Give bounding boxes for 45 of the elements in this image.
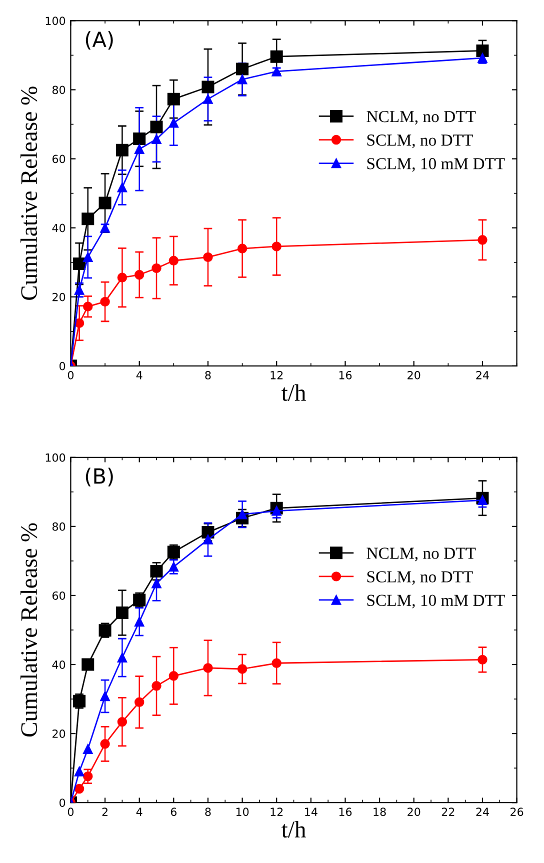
x-tick-label: 26	[510, 808, 524, 816]
x-tick-label: 18	[374, 808, 386, 816]
x-tick-label: 6	[170, 808, 176, 816]
legend-label: SCLM, no DTT	[367, 571, 473, 585]
x-tick-label: 8	[205, 808, 211, 816]
y-tick-label: 40	[52, 660, 66, 669]
x-tick-label: 20	[408, 370, 420, 380]
x-tick-label: 24	[476, 808, 489, 816]
y-tick-label: 0	[60, 798, 66, 807]
legend-label: SCLM, 10 mM DTT	[367, 594, 505, 608]
y-axis-title: Cumulative Release %	[20, 523, 38, 737]
x-tick-label: 4	[136, 808, 142, 816]
x-tick-label: 14	[305, 808, 318, 816]
y-tick-label: 40	[52, 224, 66, 232]
annotation: (A)	[86, 31, 113, 50]
x-tick-label: 12	[270, 808, 283, 816]
x-tick-label: 16	[339, 370, 352, 380]
y-tick-label: 60	[52, 591, 66, 600]
legend-label: SCLM, 10 mM DTT	[367, 158, 505, 172]
x-axis-title: t/h	[282, 384, 306, 401]
y-tick-label: 100	[46, 16, 66, 26]
y-tick-label: 60	[52, 154, 66, 164]
y-tick-label: 80	[52, 522, 66, 531]
y-tick-label: 20	[52, 730, 66, 738]
x-tick-label: 2	[102, 808, 108, 816]
legend-label: SCLM, no DTT	[367, 134, 473, 148]
x-tick-label: 0	[68, 370, 74, 380]
x-axis-title: t/h	[282, 820, 306, 838]
legend-label: NCLM, no DTT	[366, 111, 476, 125]
x-tick-label: 22	[442, 808, 454, 816]
x-tick-label: 12	[270, 370, 283, 380]
legend-label: NCLM, no DTT	[366, 548, 476, 562]
x-tick-label: 0	[68, 808, 74, 816]
x-tick-label: 16	[339, 808, 352, 816]
x-tick-label: 10	[236, 808, 249, 816]
x-tick-label: 24	[476, 370, 489, 380]
x-tick-label: 20	[408, 808, 420, 816]
y-tick-label: 20	[52, 292, 66, 302]
annotation: (B)	[86, 468, 113, 486]
x-tick-label: 4	[136, 371, 142, 380]
y-tick-label: 80	[52, 86, 66, 94]
x-tick-label: 8	[205, 370, 211, 380]
y-tick-label: 0	[60, 362, 66, 370]
y-tick-label: 100	[46, 453, 66, 462]
y-axis-title: Cumulative Release %	[20, 86, 38, 300]
